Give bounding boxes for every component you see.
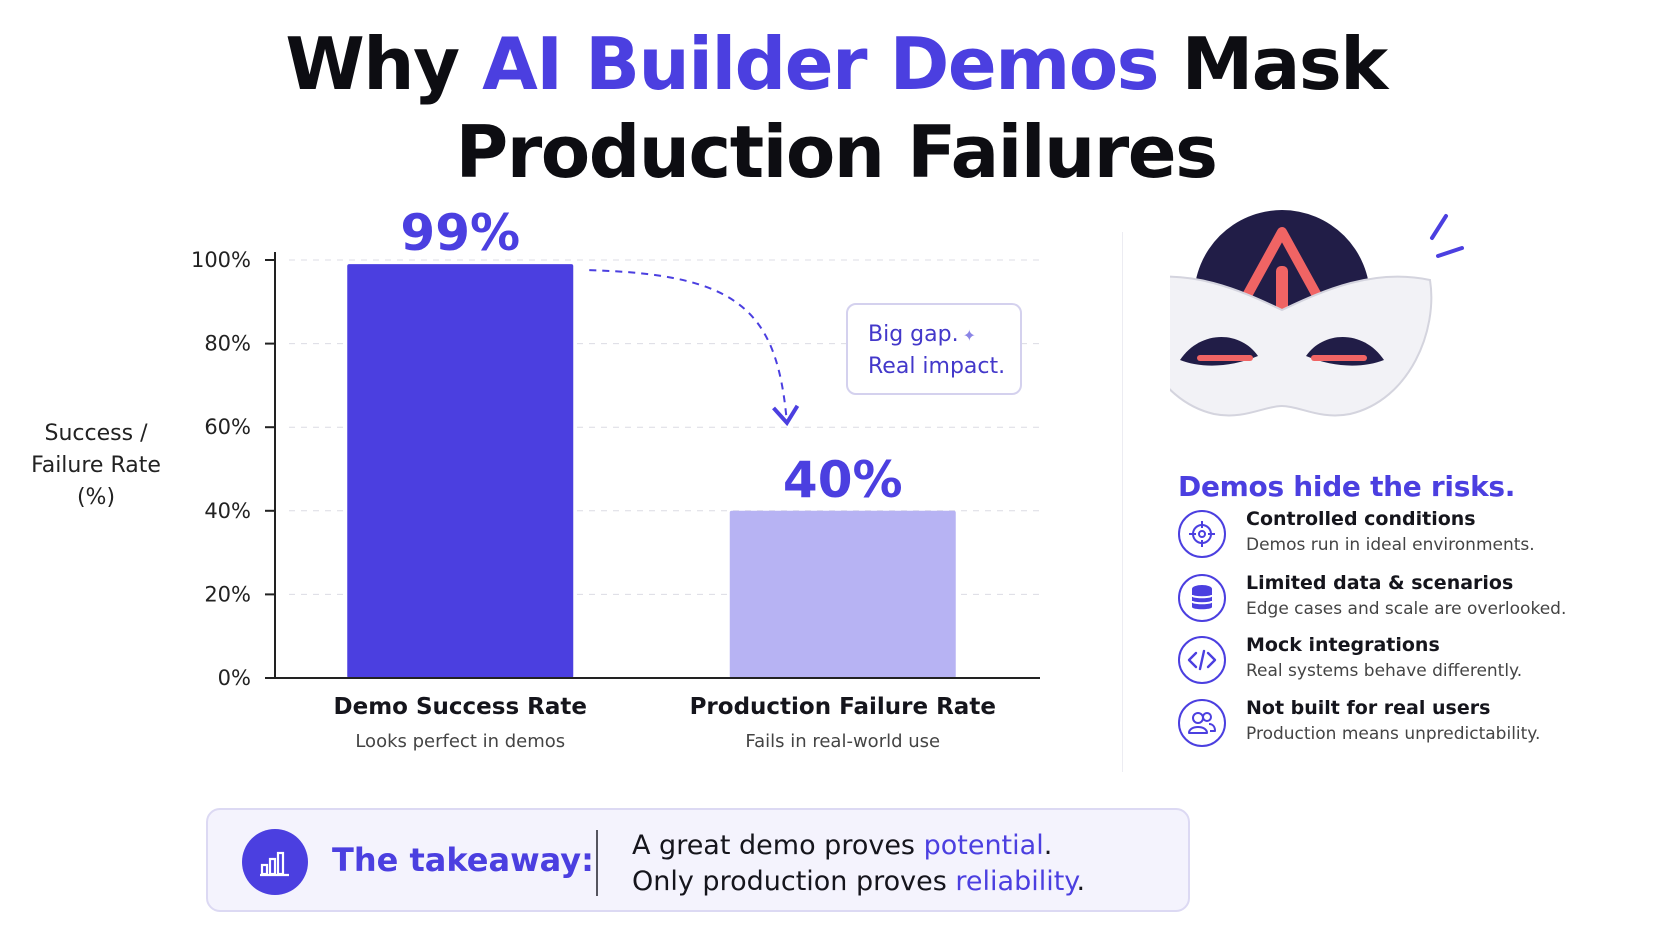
takeaway-text: A great demo proves potential. Only prod…: [632, 828, 1085, 900]
takeaway-line-1: A great demo proves potential.: [632, 828, 1085, 864]
mask-warning-illustration: [1170, 210, 1464, 417]
takeaway-line-2: Only production proves reliability.: [632, 864, 1085, 900]
chart-bars: 99% Demo Success Rate Looks perfect in dem…: [334, 204, 996, 752]
target-icon: [1178, 510, 1226, 558]
x-category-subtitle: Fails in real-world use: [745, 731, 940, 752]
y-axis-ticks: 0% 20% 40% 60% 80% 100%: [191, 248, 275, 690]
database-icon: [1178, 574, 1226, 622]
takeaway-line-2-text: Only production proves: [632, 866, 956, 897]
alert-rays: [1430, 214, 1464, 258]
gap-annotation-text-1: Big gap.: [868, 322, 959, 347]
title-prefix: Why: [285, 22, 483, 106]
risk-item-controlled-conditions: Controlled conditions Demos run in ideal…: [1178, 508, 1618, 564]
takeaway-highlight-potential: potential: [923, 830, 1044, 861]
takeaway-line-2-end: .: [1076, 866, 1086, 897]
y-tick-label: 80%: [204, 332, 251, 356]
gap-annotation-line-2: Real impact.: [868, 354, 1006, 379]
takeaway-label: The takeaway:: [332, 841, 594, 879]
page-title-line-1: Why AI Builder Demos Mask: [0, 20, 1672, 108]
risk-item-description: Real systems behave differently.: [1246, 661, 1523, 681]
x-category-label: Production Failure Rate: [690, 694, 996, 720]
risk-item-title: Controlled conditions: [1246, 508, 1476, 530]
risk-item-title: Not built for real users: [1246, 697, 1491, 719]
gap-arrow: [589, 269, 800, 427]
bar-chart-icon: [242, 829, 308, 895]
risks-title: Demos hide the risks.: [1178, 470, 1516, 503]
risk-item-limited-data: Limited data & scenarios Edge cases and …: [1178, 572, 1618, 628]
title-suffix: Mask: [1158, 22, 1388, 106]
x-category-subtitle: Looks perfect in demos: [355, 731, 565, 752]
bar-chart: 0% 20% 40% 60% 80% 100% Success / Failure Rate…: [31, 204, 1040, 752]
risk-item-mock-integrations: Mock integrations Real systems behave di…: [1178, 634, 1618, 690]
gap-annotation: Big gap. ✦ Real impact.: [846, 303, 1022, 395]
code-icon: [1178, 636, 1226, 684]
users-icon: [1178, 699, 1226, 747]
risk-item-title: Limited data & scenarios: [1246, 572, 1514, 594]
y-tick-label: 60%: [204, 415, 251, 439]
sparkle-icon: ✦: [962, 326, 976, 345]
y-tick-label: 40%: [204, 499, 251, 523]
takeaway-separator: [596, 830, 598, 896]
gap-annotation-line-1: Big gap. ✦: [868, 319, 1020, 351]
bar-0: [347, 264, 574, 678]
y-axis-label-line: (%): [77, 485, 115, 510]
theater-mask-icon: [1170, 275, 1433, 417]
y-axis-label-line: Success /: [45, 421, 149, 446]
risk-item-description: Production means unpredictability.: [1246, 724, 1541, 744]
x-category-label: Demo Success Rate: [334, 694, 587, 720]
bar-value-label: 99%: [400, 204, 520, 262]
bar-value-label: 40%: [783, 451, 903, 509]
takeaway-line-1-text: A great demo proves: [632, 830, 924, 861]
takeaway-line-1-end: .: [1043, 830, 1053, 861]
risk-item-description: Edge cases and scale are overlooked.: [1246, 599, 1567, 619]
y-axis-label-line: Failure Rate: [31, 453, 161, 478]
risk-item-description: Demos run in ideal environments.: [1246, 535, 1535, 555]
page-title-line-2: Production Failures: [455, 110, 1218, 194]
takeaway-highlight-reliability: reliability: [955, 866, 1077, 897]
title-highlight: AI Builder Demos: [482, 22, 1159, 106]
y-tick-label: 100%: [191, 248, 251, 272]
takeaway-banner: The takeaway: A great demo proves potent…: [206, 808, 1190, 912]
risk-item-title: Mock integrations: [1246, 634, 1440, 656]
risk-item-real-users: Not built for real users Production mean…: [1178, 697, 1618, 753]
y-tick-label: 20%: [204, 582, 251, 606]
bar-1: [729, 510, 956, 678]
y-axis-label: Success / Failure Rate (%): [31, 421, 161, 510]
y-tick-label: 0%: [218, 666, 251, 690]
section-divider: [1122, 232, 1123, 772]
